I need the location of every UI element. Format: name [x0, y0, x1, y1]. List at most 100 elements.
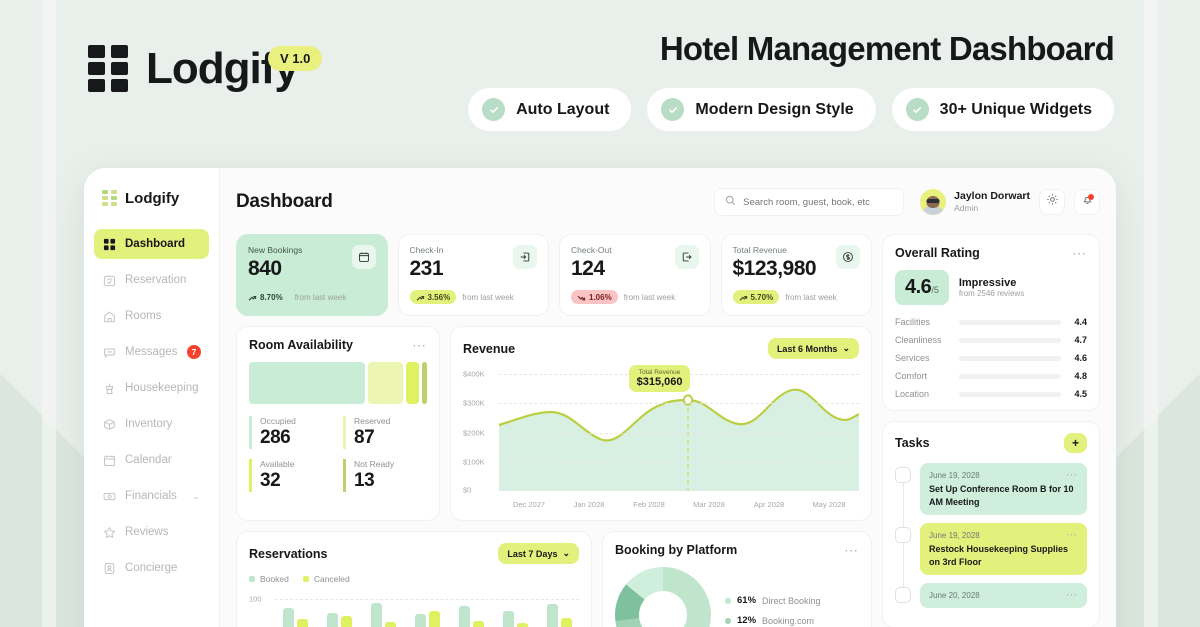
calendar-icon	[351, 245, 376, 269]
user-name: Jaylon Dorwart	[954, 190, 1030, 203]
revenue-range-label: Last 6 Months	[776, 343, 838, 354]
stat-card-check-out[interactable]: Check-Out 124 1.06% from last w	[559, 234, 711, 317]
stat-label: New Bookings	[248, 245, 303, 255]
search-input[interactable]	[743, 196, 894, 208]
task-text: Restock Housekeeping Supplies on 3rd Flo…	[929, 544, 1069, 567]
sidebar-item-messages[interactable]: Messages 7	[94, 337, 209, 367]
dollar-icon	[836, 245, 860, 269]
sidebar-item-inventory[interactable]: Inventory	[94, 409, 209, 439]
sidebar-item-concierge[interactable]: Concierge	[94, 553, 209, 583]
notifications-button[interactable]	[1074, 189, 1100, 215]
feature-chip-label: Modern Design Style	[695, 100, 854, 118]
rating-rows: Facilities 4.4 Cleanliness 4.7 Services	[895, 317, 1087, 399]
card-title: Room Availability	[249, 338, 353, 353]
status-badge: 8.70%	[248, 290, 289, 304]
revenue-y-axis: $400K $300K $200K $100K $0	[463, 369, 499, 494]
check-icon	[661, 98, 685, 121]
reservations-range-select[interactable]: Last 7 Days ⌄	[498, 543, 579, 565]
task-checkbox[interactable]	[895, 527, 911, 544]
search-icon	[725, 193, 736, 211]
task-item[interactable]: June 19, 2028 ⋯ Set Up Conference Room B…	[895, 463, 1087, 516]
legend-label: Booked	[260, 574, 289, 585]
dashboard-grid: New Bookings 840 8.70% from las	[236, 234, 1100, 627]
stat-note: from last week	[294, 292, 347, 302]
legend-item-canceled: Canceled	[302, 574, 350, 584]
stat-card-new-bookings[interactable]: New Bookings 840 8.70% from las	[236, 234, 388, 317]
y-tick: $300K	[463, 398, 485, 408]
messages-badge: 7	[187, 345, 201, 359]
y-tick: 100	[249, 594, 262, 604]
check-icon	[482, 98, 506, 121]
stat-label: Check-In	[409, 245, 444, 255]
sidebar-item-rooms[interactable]: Rooms	[94, 301, 209, 331]
user-profile[interactable]: Jaylon Dorwart Admin	[920, 189, 1030, 215]
tooltip-label: Total Revenue	[638, 369, 681, 377]
sidebar-item-label: Concierge	[125, 562, 178, 574]
main-content: Dashboard Jaylon Dorwart Admin	[220, 168, 1116, 627]
task-item[interactable]: June 19, 2028 ⋯ Restock Housekeeping Sup…	[895, 523, 1087, 576]
sidebar-item-financials[interactable]: Financials ⌄	[94, 481, 209, 511]
more-options-icon[interactable]: ⋯	[844, 542, 859, 559]
rating-subtext: from 2546 reviews	[958, 289, 1025, 298]
sidebar-item-label: Calendar	[125, 454, 172, 466]
sidebar-item-calendar[interactable]: Calendar	[94, 445, 209, 475]
rating-row-label: Comfort	[895, 371, 928, 381]
more-options-icon[interactable]: ⋯	[1066, 529, 1078, 542]
left-column: New Bookings 840 8.70% from las	[236, 234, 872, 627]
sidebar-item-dashboard[interactable]: Dashboard	[94, 229, 209, 259]
more-options-icon[interactable]: ⋯	[1072, 245, 1087, 261]
stat-delta: 1.06%	[589, 292, 612, 302]
revenue-x-axis: Dec 2027 Jan 2028 Feb 2028 Mar 2028 Apr …	[499, 500, 859, 509]
x-tick: Jan 2028	[573, 500, 605, 510]
home-icon	[103, 310, 116, 323]
task-date: June 19, 2028	[929, 471, 980, 480]
lodgify-logo-icon	[88, 45, 130, 93]
chevron-down-icon: ⌄	[562, 548, 570, 559]
sidebar-item-label: Inventory	[125, 418, 173, 430]
more-options-icon[interactable]: ⋯	[412, 337, 427, 354]
platform-donut-chart	[615, 567, 711, 627]
rating-score: 4.6	[905, 276, 932, 298]
calendar-check-icon	[103, 274, 116, 287]
revenue-range-select[interactable]: Last 6 Months ⌄	[767, 338, 859, 360]
rating-row-value: 4.6	[1074, 353, 1087, 363]
sidebar-brand: Lodgify	[94, 190, 209, 229]
stat-card-total-revenue[interactable]: Total Revenue $123,980 5.70% fr	[720, 234, 872, 317]
rating-row-value: 4.8	[1074, 371, 1087, 381]
sidebar-item-label: Financials	[125, 490, 177, 502]
revenue-tooltip: Total Revenue $315,060	[628, 365, 691, 393]
revenue-area-path	[498, 388, 860, 492]
add-task-button[interactable]: +	[1063, 433, 1087, 453]
rating-row: Facilities 4.4	[895, 317, 1087, 327]
sidebar-item-housekeeping[interactable]: Housekeeping	[94, 373, 209, 403]
availability-cell-not-ready: Not Ready 13	[343, 459, 427, 493]
stat-value: 231	[409, 257, 444, 280]
stat-cards: New Bookings 840 8.70% from las	[236, 234, 872, 317]
more-options-icon[interactable]: ⋯	[1066, 469, 1078, 481]
sidebar-item-label: Messages	[125, 346, 178, 358]
sidebar-item-label: Dashboard	[125, 238, 186, 250]
feature-chip-label: Auto Layout	[516, 100, 610, 118]
settings-button[interactable]	[1039, 189, 1065, 215]
feature-chip: Auto Layout	[468, 88, 632, 131]
sidebar-item-label: Reviews	[125, 526, 169, 538]
search-box[interactable]	[714, 188, 905, 216]
stat-value: 840	[248, 257, 282, 280]
task-card: June 20, 2028 ⋯	[920, 583, 1087, 609]
stat-value: $123,980	[732, 257, 817, 280]
id-card-icon	[103, 562, 116, 575]
task-item[interactable]: June 20, 2028 ⋯	[895, 583, 1087, 609]
stat-card-check-in[interactable]: Check-In 231 3.56% from last we	[397, 234, 549, 317]
reservations-legend: Booked Canceled	[249, 574, 579, 584]
more-options-icon[interactable]: ⋯	[1066, 589, 1078, 602]
sidebar-item-reservation[interactable]: Reservation	[94, 265, 209, 295]
task-checkbox[interactable]	[895, 587, 911, 604]
task-checkbox[interactable]	[895, 467, 911, 483]
x-tick: Apr 2028	[753, 500, 785, 510]
x-tick: May 2028	[812, 500, 846, 510]
platform-legend-item: 12% Booking.com	[725, 615, 859, 626]
availability-cell-available: Available 32	[249, 459, 333, 493]
platform-legend: 61% Direct Booking 12% Booking.com	[725, 595, 859, 627]
availability-key: Occupied	[260, 416, 296, 427]
sidebar-item-reviews[interactable]: Reviews	[94, 517, 209, 547]
